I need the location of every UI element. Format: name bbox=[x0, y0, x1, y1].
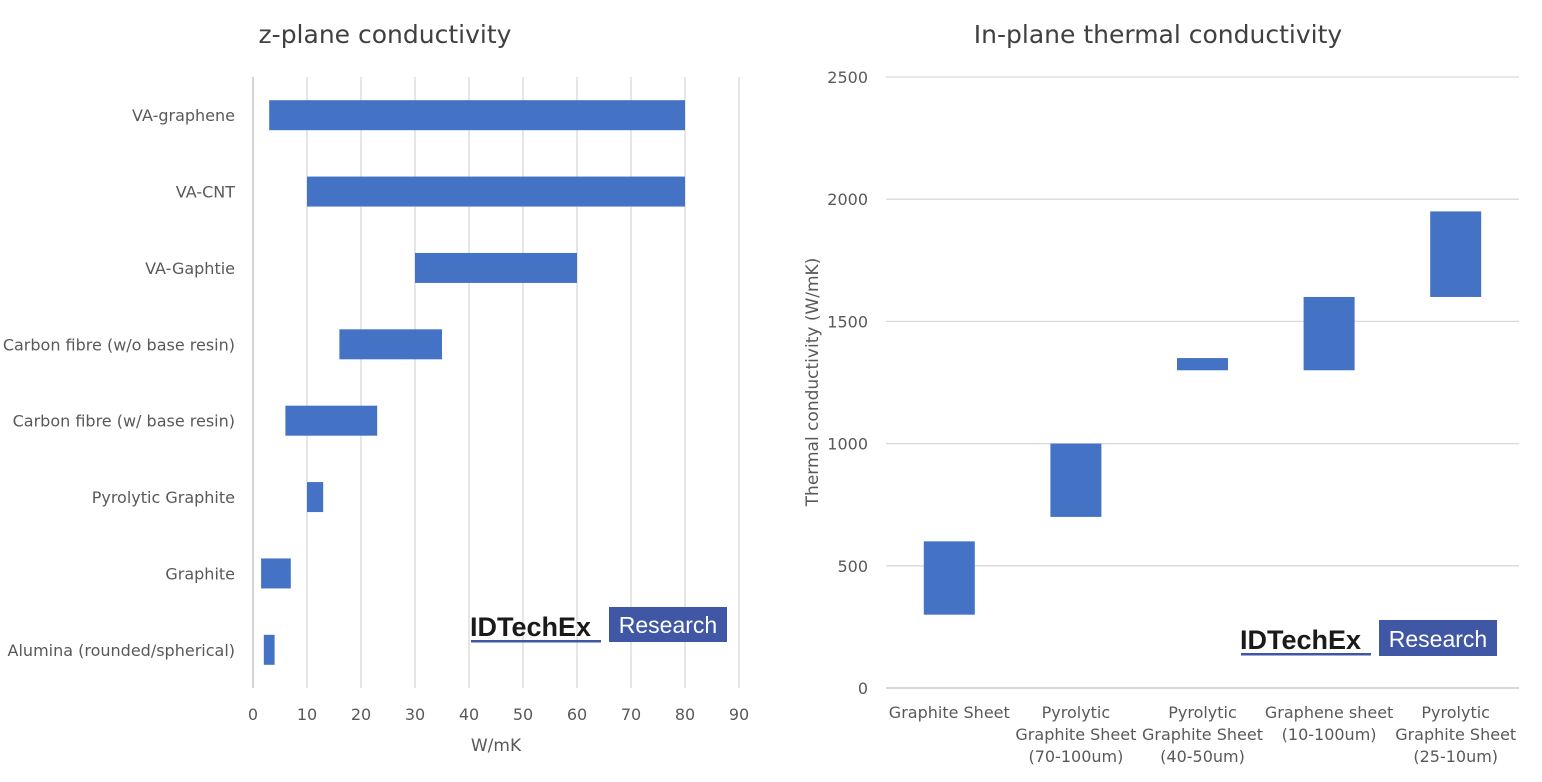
x-tick-label: 80 bbox=[675, 705, 695, 724]
in-plane-watermark-logo: IDTechEx Research bbox=[1240, 620, 1497, 656]
x-tick-label: 90 bbox=[729, 705, 749, 724]
y-tick-label: 2000 bbox=[827, 190, 868, 209]
category-label: Pyrolytic Graphite Sheet (70-100um) bbox=[1015, 703, 1136, 766]
x-tick-label: 10 bbox=[297, 705, 317, 724]
category-label: Graphite bbox=[165, 564, 235, 583]
x-tick-label: 50 bbox=[513, 705, 533, 724]
logo-underline bbox=[1241, 653, 1371, 656]
x-tick-label: 0 bbox=[248, 705, 258, 724]
y-tick-label: 1500 bbox=[827, 312, 868, 331]
z-plane-x-tick-labels: 0 10 20 30 40 50 60 70 80 90 bbox=[248, 705, 749, 724]
category-label: Pyrolytic Graphite bbox=[92, 488, 235, 507]
z-plane-x-axis-label: W/mK bbox=[471, 736, 522, 756]
z-plane-watermark-logo: IDTechEx Research bbox=[470, 607, 727, 643]
range-bar bbox=[415, 252, 577, 283]
y-tick-label: 0 bbox=[858, 679, 868, 698]
range-bar bbox=[1303, 296, 1355, 371]
logo-underline bbox=[471, 640, 601, 643]
z-plane-bars bbox=[261, 100, 685, 665]
range-bar bbox=[285, 405, 378, 436]
in-plane-chart: In-plane thermal conductivity 0 500 1000 15… bbox=[803, 20, 1519, 766]
z-plane-chart-title: z-plane conductivity bbox=[259, 20, 512, 49]
in-plane-y-tick-labels: 0 500 1000 1500 2000 2500 bbox=[827, 68, 868, 698]
logo-brand-text: IDTechEx bbox=[1240, 625, 1361, 655]
x-tick-label: 70 bbox=[621, 705, 641, 724]
category-label: VA-graphene bbox=[132, 106, 235, 125]
in-plane-y-axis-label: Thermal conductivity (W/mK) bbox=[803, 258, 823, 508]
y-tick-label: 500 bbox=[837, 557, 868, 576]
in-plane-category-labels: Graphite Sheet Pyrolytic Graphite Sheet (70… bbox=[889, 703, 1516, 766]
y-tick-label: 1000 bbox=[827, 435, 868, 454]
range-bar bbox=[339, 329, 442, 360]
logo-box-label: Research bbox=[619, 612, 717, 638]
logo-box-label: Research bbox=[1389, 626, 1487, 652]
category-label: Pyrolytic Graphite Sheet (25-10um) bbox=[1395, 703, 1516, 766]
range-bar bbox=[263, 634, 275, 665]
logo-brand-text: IDTechEx bbox=[470, 612, 591, 642]
category-label: VA-Gaphtie bbox=[145, 259, 235, 278]
x-tick-label: 40 bbox=[459, 705, 479, 724]
z-plane-category-labels: VA-graphene VA-CNT VA-Gaphtie Carbon fibre … bbox=[3, 106, 235, 660]
logo-box bbox=[609, 607, 727, 642]
logo-box bbox=[1379, 620, 1497, 656]
category-label: Graphite Sheet bbox=[889, 703, 1010, 722]
x-tick-label: 30 bbox=[405, 705, 425, 724]
y-tick-label: 2500 bbox=[827, 68, 868, 87]
range-bar bbox=[923, 541, 975, 615]
range-bar bbox=[1050, 443, 1102, 517]
range-bar bbox=[307, 482, 324, 513]
in-plane-chart-title: In-plane thermal conductivity bbox=[974, 20, 1343, 49]
range-bar bbox=[307, 176, 685, 207]
range-bar bbox=[1430, 211, 1482, 297]
category-label: Pyrolytic Graphite Sheet (40-50um) bbox=[1142, 703, 1263, 766]
x-tick-label: 20 bbox=[351, 705, 371, 724]
in-plane-gridlines bbox=[886, 76, 1519, 689]
x-tick-label: 60 bbox=[567, 705, 587, 724]
range-bar bbox=[261, 558, 291, 589]
category-label: VA-CNT bbox=[176, 183, 235, 202]
z-plane-gridlines bbox=[252, 77, 740, 688]
in-plane-bars bbox=[923, 211, 1482, 615]
category-label: Carbon fibre (w/o base resin) bbox=[3, 335, 235, 354]
category-label: Graphene sheet (10-100um) bbox=[1265, 703, 1393, 744]
category-label: Alumina (rounded/spherical) bbox=[8, 641, 235, 660]
z-plane-chart: z-plane conductivity VA-grapheneVA-CNTVA… bbox=[3, 20, 749, 756]
category-label: Carbon fibre (w/ base resin) bbox=[13, 412, 235, 431]
range-bar bbox=[1177, 358, 1228, 371]
range-bar bbox=[269, 100, 685, 131]
